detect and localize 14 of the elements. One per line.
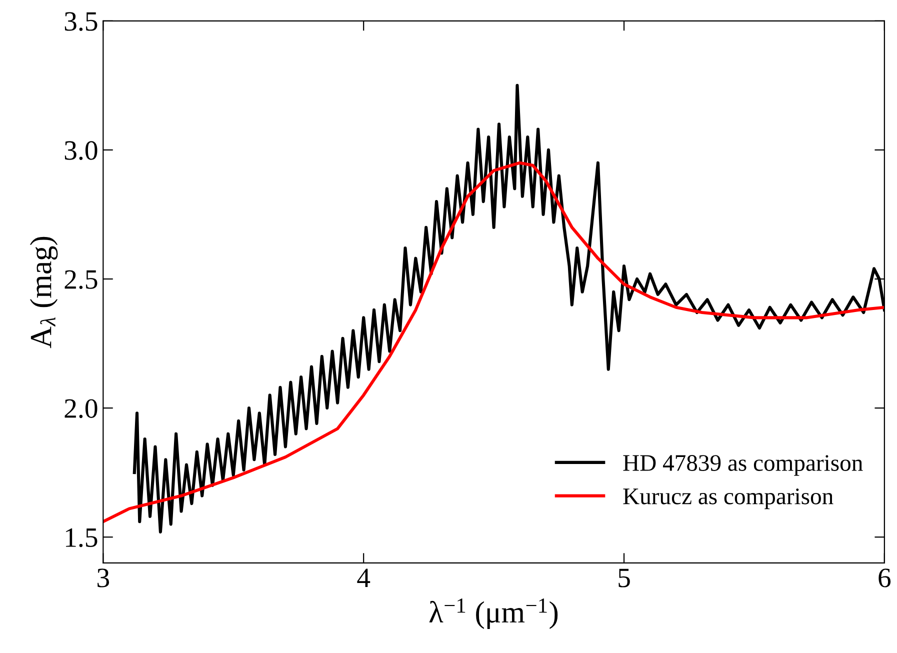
y-tick-label: 3.0 xyxy=(64,141,98,160)
y-tick-label: 3.5 xyxy=(64,12,98,31)
legend-label: Kurucz as comparison xyxy=(623,488,834,510)
x-axis-title: λ$^{−1}$ (μm$^{−1}$) xyxy=(429,598,558,629)
y-axis-title: A$_{λ}$ (mag) xyxy=(30,236,58,348)
y-tick-label: 2.5 xyxy=(64,270,98,290)
x-tick-label: 5 xyxy=(618,568,630,588)
x-tick-label: 4 xyxy=(357,568,370,588)
legend-label: HD 47839 as comparison xyxy=(623,455,863,476)
y-tick-label: 1.5 xyxy=(66,528,98,548)
line-series xyxy=(103,161,884,524)
x-tick-label: 3 xyxy=(98,568,110,588)
y-tick-label: 2.0 xyxy=(64,399,98,418)
x-tick-label: 6 xyxy=(878,568,891,588)
